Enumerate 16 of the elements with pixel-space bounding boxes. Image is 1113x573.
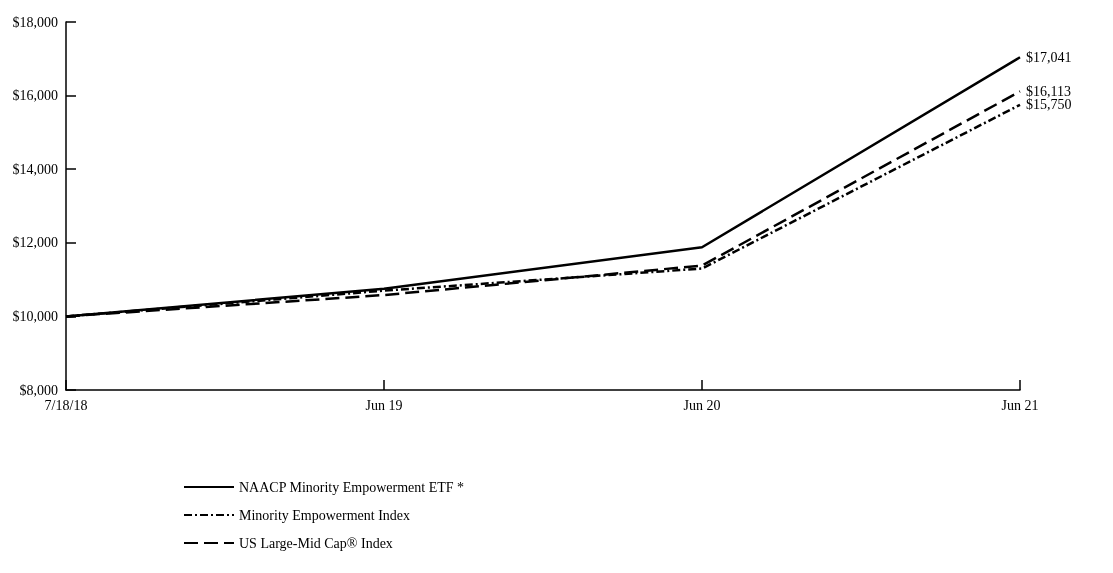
y-tick-label: $18,000 (12, 14, 58, 30)
y-tick-label: $12,000 (12, 235, 58, 251)
data-label: $16,113 (1026, 83, 1071, 99)
legend-label: US Large-Mid Cap® Index (239, 535, 393, 551)
data-label: $17,041 (1026, 49, 1072, 65)
y-tick-label: $8,000 (19, 382, 58, 398)
legend-label: Minority Empowerment Index (239, 507, 411, 523)
x-tick-label: Jun 19 (365, 397, 403, 413)
x-tick-label: Jun 21 (1001, 397, 1039, 413)
legend-label: NAACP Minority Empowerment ETF * (239, 479, 465, 495)
x-tick-label: 7/18/18 (44, 397, 88, 413)
x-tick-label: Jun 20 (683, 397, 721, 413)
data-label: $15,750 (1026, 97, 1072, 113)
y-tick-label: $14,000 (12, 161, 58, 177)
y-tick-label: $16,000 (12, 88, 58, 104)
y-tick-label: $10,000 (12, 308, 58, 324)
